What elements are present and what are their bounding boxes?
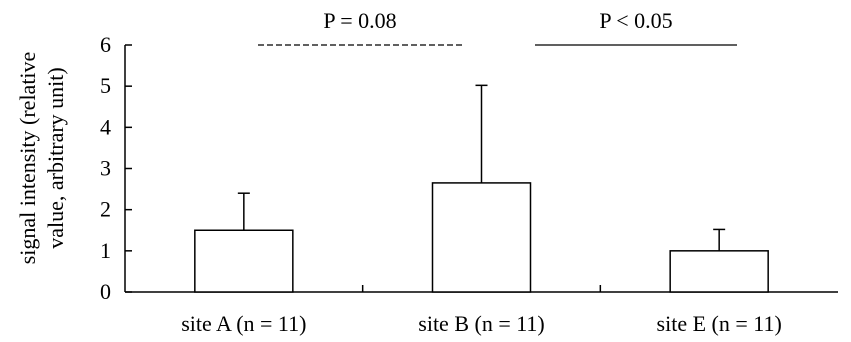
y-tick-label: 3	[100, 156, 111, 181]
y-tick-label: 0	[100, 279, 111, 304]
significance-label: P = 0.08	[323, 8, 396, 33]
y-tick-label: 2	[100, 197, 111, 222]
y-axis-label: signal intensity (relative value, arbitr…	[15, 52, 68, 265]
y-axis-label-line2: value, arbitrary unit)	[43, 67, 68, 248]
x-tick-label: site E (n = 11)	[657, 311, 782, 336]
x-tick-label: site A (n = 11)	[181, 311, 306, 336]
significance-annotations: P = 0.08 P < 0.05	[258, 8, 737, 46]
bar	[431, 182, 532, 293]
y-tick-label: 4	[100, 114, 111, 139]
y-tick-label: 1	[100, 238, 111, 263]
x-tick-label: site B (n = 11)	[418, 311, 544, 336]
y-tick-label: 5	[100, 73, 111, 98]
y-axis-label-line1: signal intensity (relative	[15, 52, 40, 265]
significance-label: P < 0.05	[599, 8, 672, 33]
y-tick-label: 6	[100, 32, 111, 57]
bar	[194, 229, 294, 293]
bars: site A (n = 11) site B (n = 11) site E (n …	[181, 84, 782, 336]
bar	[669, 250, 769, 293]
